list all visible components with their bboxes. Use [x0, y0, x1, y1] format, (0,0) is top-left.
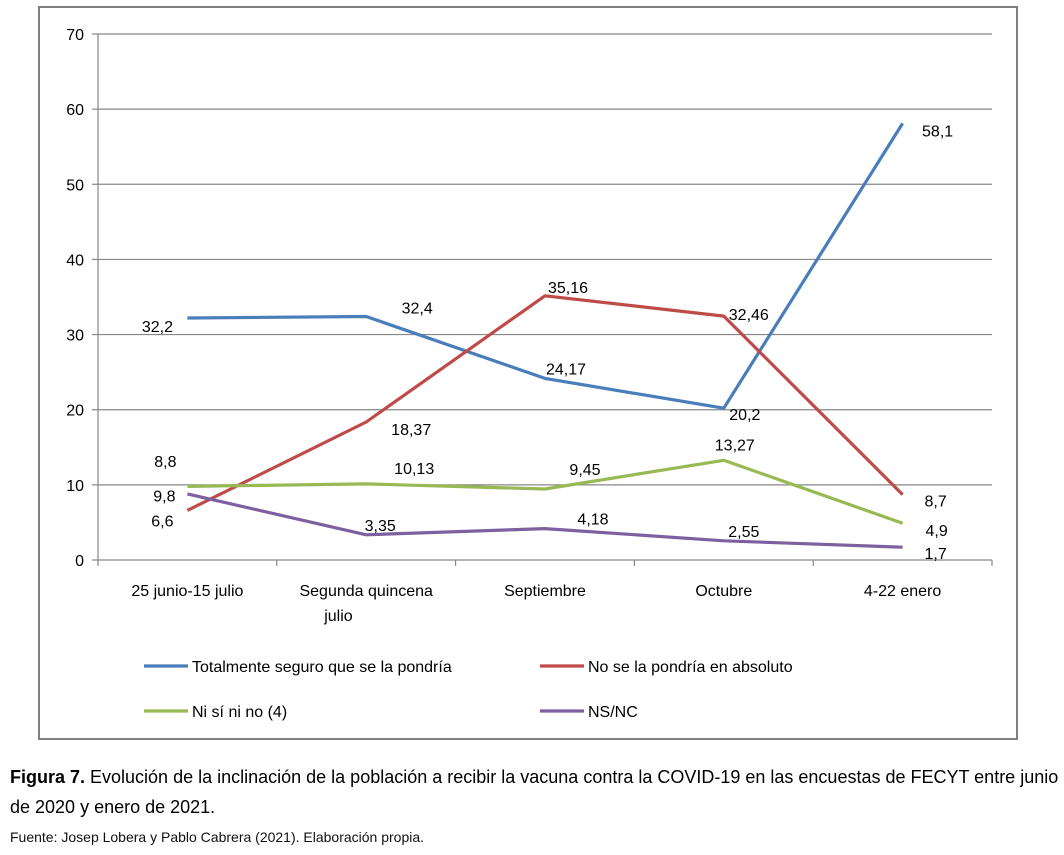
data-label: 32,46	[729, 307, 769, 324]
series-line-4	[187, 492, 903, 549]
series-line-1	[187, 122, 904, 410]
y-tick-label: 0	[75, 553, 84, 570]
x-tick-label: julio	[323, 608, 353, 625]
caption-text: Evolución de la inclinación de la poblac…	[10, 767, 1059, 817]
chart-frame: 0 10 20 30 40 50 60 70 25 junio-15 julio Segunda …	[38, 6, 1018, 740]
data-label: 13,27	[715, 437, 755, 454]
data-label: 10,13	[394, 461, 434, 478]
y-tick-label: 10	[66, 478, 84, 495]
data-label: 35,16	[548, 280, 588, 297]
legend-label: Totalmente seguro que se la pondría	[192, 659, 452, 676]
data-label: 1,7	[924, 546, 946, 563]
series-line-3	[187, 458, 904, 525]
data-label: 2,55	[728, 524, 759, 541]
figure-label: Figura 7.	[10, 767, 86, 787]
figure-caption: Figura 7. Evolución de la inclinación de…	[10, 762, 1060, 822]
data-label: 3,35	[365, 518, 396, 535]
y-tick-label: 70	[66, 27, 84, 44]
data-label: 8,7	[924, 494, 946, 511]
x-tick-label: 25 junio-15 julio	[131, 583, 243, 600]
x-tick-label: Octubre	[695, 583, 752, 600]
data-label: 4,18	[577, 512, 608, 529]
x-tick-label: Segunda quincena	[299, 583, 433, 600]
source-note: Fuente: Josep Lobera y Pablo Cabrera (20…	[10, 829, 425, 845]
y-tick-label: 50	[66, 177, 84, 194]
series-line-2	[186, 294, 904, 512]
data-label: 6,6	[151, 513, 173, 530]
data-label: 32,4	[402, 301, 433, 318]
data-label: 9,8	[153, 488, 175, 505]
data-label: 58,1	[922, 123, 953, 140]
data-label: 9,45	[569, 462, 600, 479]
legend-label: NS/NC	[588, 704, 638, 721]
legend-label: Ni sí ni no (4)	[192, 704, 287, 721]
y-tick-label: 40	[66, 252, 84, 269]
data-label: 24,17	[546, 361, 586, 378]
legend-label: No se la pondría en absoluto	[588, 659, 793, 676]
data-label: 4,9	[925, 523, 947, 540]
y-tick-label: 60	[66, 102, 84, 119]
y-tick-label: 30	[66, 328, 84, 345]
data-label: 18,37	[391, 422, 431, 439]
data-label: 20,2	[729, 407, 760, 424]
data-label: 8,8	[154, 454, 176, 471]
data-label: 32,2	[142, 319, 173, 336]
line-chart: 0 10 20 30 40 50 60 70 25 junio-15 julio Segunda …	[66, 27, 993, 721]
y-tick-label: 20	[66, 403, 84, 420]
x-tick-label: Septiembre	[504, 583, 586, 600]
x-tick-label: 4-22 enero	[864, 583, 941, 600]
